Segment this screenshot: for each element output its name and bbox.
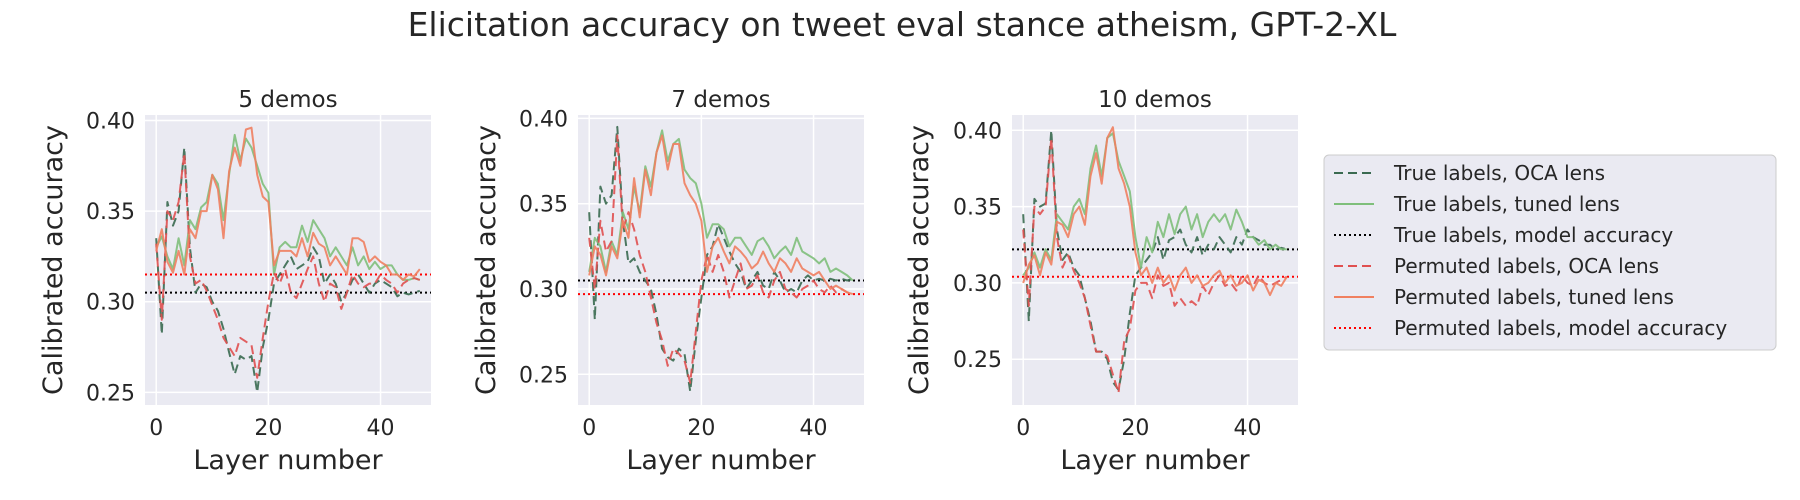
series-line [1022, 136, 1288, 394]
x-axis-label: Layer number [1060, 445, 1250, 476]
y-tick-label: 0.35 [519, 193, 568, 218]
gridlines [145, 115, 431, 405]
x-tick-label: 40 [367, 416, 395, 441]
y-tick-label: 0.40 [86, 109, 135, 134]
y-ticks: 0.25 0.30 0.35 0.40 [86, 109, 135, 406]
legend-label: True labels, OCA lens [1393, 161, 1605, 185]
legend-entry: True labels, tuned lens [1334, 192, 1620, 216]
panel-7-demos: 0 20 40 0.25 0.30 0.35 0.40 7 demos Layer num… [471, 87, 864, 476]
x-tick-label: 0 [582, 416, 596, 441]
x-ticks: 0 20 40 [582, 416, 827, 441]
y-axis-label: Calibrated accuracy [471, 125, 502, 395]
series-line [588, 134, 854, 296]
series-line [1022, 126, 1288, 297]
gridlines [1012, 115, 1298, 405]
plot-area [578, 115, 864, 405]
series-line [155, 126, 421, 281]
y-tick-label: 0.25 [519, 363, 568, 388]
panel-title: 5 demos [238, 87, 337, 113]
series-line [155, 152, 421, 379]
y-tick-label: 0.25 [86, 381, 135, 406]
y-ticks: 0.25 0.30 0.35 0.40 [953, 119, 1002, 373]
y-tick-label: 0.30 [519, 278, 568, 303]
legend-label: True labels, model accuracy [1393, 223, 1673, 247]
x-ticks: 0 20 40 [149, 416, 394, 441]
x-tick-label: 20 [254, 416, 282, 441]
x-axis-label: Layer number [626, 445, 816, 476]
y-tick-label: 0.40 [519, 107, 568, 132]
y-tick-label: 0.35 [86, 200, 135, 225]
y-tick-label: 0.25 [953, 348, 1002, 373]
series-line [155, 146, 421, 394]
series-lines [1022, 126, 1288, 394]
y-axis-label: Calibrated accuracy [38, 125, 69, 395]
series-line [588, 134, 854, 384]
panel-title: 10 demos [1098, 87, 1212, 113]
legend-entry: True labels, model accuracy [1334, 223, 1673, 247]
series-line [1022, 132, 1287, 276]
series-lines [588, 125, 854, 393]
legend-entry: Permuted labels, OCA lens [1334, 254, 1659, 278]
legend-entry: Permuted labels, tuned lens [1334, 285, 1674, 309]
legend-label: Permuted labels, model accuracy [1394, 316, 1727, 340]
panel-title: 7 demos [671, 87, 770, 113]
y-ticks: 0.25 0.30 0.35 0.40 [519, 107, 568, 388]
y-tick-label: 0.30 [86, 291, 135, 316]
x-tick-label: 20 [687, 416, 715, 441]
legend-box [1323, 154, 1777, 351]
x-axis-label: Layer number [193, 445, 383, 476]
legend: True labels, OCA lens True labels, tuned… [1323, 154, 1777, 351]
plot-area [145, 115, 431, 405]
x-tick-label: 40 [800, 416, 828, 441]
series-lines [155, 126, 421, 394]
legend-label: Permuted labels, tuned lens [1394, 285, 1674, 309]
panel-5-demos: 0 20 40 0.25 0.30 0.35 0.40 5 demos Layer num… [38, 87, 431, 476]
x-tick-label: 20 [1121, 416, 1149, 441]
y-tick-label: 0.40 [953, 119, 1002, 144]
x-tick-label: 40 [1234, 416, 1262, 441]
legend-entry: True labels, OCA lens [1334, 161, 1605, 185]
legend-label: True labels, tuned lens [1393, 192, 1620, 216]
legend-label: Permuted labels, OCA lens [1394, 254, 1659, 278]
series-line [588, 125, 854, 393]
gridlines [578, 115, 864, 405]
y-tick-label: 0.30 [953, 272, 1002, 297]
series-line [1022, 129, 1288, 391]
plot-area [1012, 115, 1298, 405]
x-tick-label: 0 [149, 416, 163, 441]
panel-10-demos: 0 20 40 0.25 0.30 0.35 0.40 10 demos Layer nu… [904, 87, 1298, 476]
y-tick-label: 0.35 [953, 196, 1002, 221]
figure-title: Elicitation accuracy on tweet eval stanc… [408, 5, 1397, 44]
y-axis-label: Calibrated accuracy [904, 125, 935, 395]
legend-entry: Permuted labels, model accuracy [1334, 316, 1727, 340]
x-tick-label: 0 [1016, 416, 1030, 441]
x-ticks: 0 20 40 [1016, 416, 1261, 441]
